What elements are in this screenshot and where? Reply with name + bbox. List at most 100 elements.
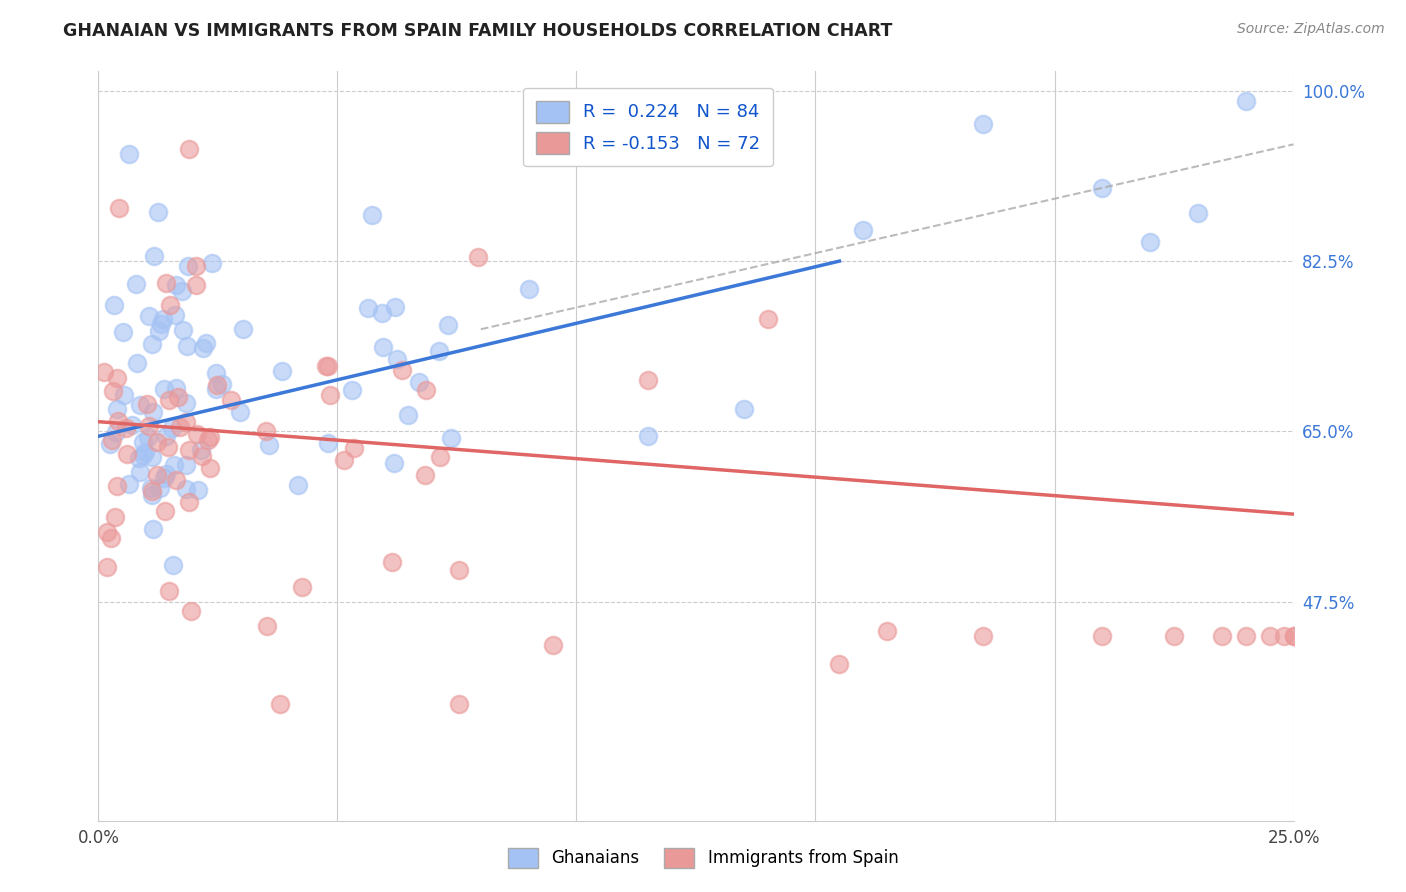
Point	[146, 467, 169, 482]
Point	[197, 433, 219, 447]
Point	[146, 434, 169, 449]
Point	[413, 468, 436, 483]
Point	[105, 425, 128, 439]
Point	[972, 629, 994, 643]
Point	[163, 308, 186, 322]
Point	[121, 418, 143, 433]
Point	[1139, 235, 1161, 250]
Point	[391, 363, 413, 377]
Point	[440, 431, 463, 445]
Point	[194, 335, 217, 350]
Point	[138, 310, 160, 324]
Point	[177, 259, 200, 273]
Point	[257, 437, 280, 451]
Point	[541, 639, 564, 653]
Point	[174, 458, 197, 472]
Point	[170, 284, 193, 298]
Point	[156, 440, 179, 454]
Point	[316, 359, 339, 373]
Point	[219, 392, 242, 407]
Point	[157, 584, 180, 599]
Point	[128, 465, 150, 479]
Point	[756, 312, 779, 326]
Point	[141, 483, 163, 498]
Point	[1234, 629, 1257, 643]
Point	[112, 388, 135, 402]
Point	[357, 301, 380, 316]
Point	[876, 624, 898, 638]
Point	[1258, 629, 1281, 643]
Point	[93, 365, 115, 379]
Point	[437, 318, 460, 332]
Point	[396, 408, 419, 422]
Point	[101, 433, 124, 447]
Point	[229, 405, 252, 419]
Point	[142, 249, 165, 263]
Point	[96, 524, 118, 539]
Point	[291, 580, 314, 594]
Point	[115, 447, 138, 461]
Point	[134, 444, 156, 458]
Point	[186, 278, 208, 293]
Point	[155, 504, 177, 518]
Point	[467, 250, 489, 264]
Point	[315, 359, 337, 374]
Point	[1234, 94, 1257, 108]
Point	[105, 402, 128, 417]
Point	[112, 325, 135, 339]
Point	[1211, 629, 1233, 643]
Point	[139, 481, 162, 495]
Point	[136, 430, 159, 444]
Point	[828, 657, 851, 672]
Point	[174, 415, 197, 429]
Point	[1282, 629, 1305, 643]
Point	[176, 339, 198, 353]
Point	[180, 604, 202, 618]
Point	[207, 378, 229, 392]
Point	[1187, 206, 1209, 220]
Point	[205, 382, 228, 396]
Point	[408, 375, 430, 389]
Point	[135, 397, 157, 411]
Point	[333, 452, 356, 467]
Point	[165, 381, 187, 395]
Point	[103, 298, 125, 312]
Point	[96, 559, 118, 574]
Point	[852, 223, 875, 237]
Point	[343, 442, 366, 456]
Point	[141, 450, 163, 464]
Point	[232, 322, 254, 336]
Point	[169, 419, 191, 434]
Point	[162, 421, 184, 435]
Legend: R =  0.224   N = 84, R = -0.153   N = 72: R = 0.224 N = 84, R = -0.153 N = 72	[523, 88, 773, 166]
Point	[1091, 181, 1114, 195]
Point	[131, 434, 153, 449]
Point	[319, 388, 342, 402]
Point	[179, 495, 201, 509]
Point	[104, 510, 127, 524]
Point	[1272, 629, 1295, 643]
Point	[149, 481, 172, 495]
Point	[1282, 629, 1305, 643]
Text: Source: ZipAtlas.com: Source: ZipAtlas.com	[1237, 22, 1385, 37]
Point	[165, 278, 187, 293]
Point	[108, 201, 131, 215]
Point	[447, 697, 470, 711]
Point	[105, 371, 128, 385]
Text: GHANAIAN VS IMMIGRANTS FROM SPAIN FAMILY HOUSEHOLDS CORRELATION CHART: GHANAIAN VS IMMIGRANTS FROM SPAIN FAMILY…	[63, 22, 893, 40]
Point	[177, 443, 200, 458]
Point	[129, 399, 152, 413]
Point	[271, 364, 294, 378]
Point	[384, 301, 406, 315]
Point	[190, 443, 212, 458]
Point	[382, 456, 405, 470]
Point	[148, 324, 170, 338]
Point	[184, 259, 207, 273]
Point	[155, 276, 177, 290]
Point	[198, 430, 221, 444]
Point	[152, 312, 174, 326]
Point	[733, 402, 755, 417]
Point	[138, 419, 160, 434]
Point	[186, 426, 208, 441]
Point	[157, 392, 180, 407]
